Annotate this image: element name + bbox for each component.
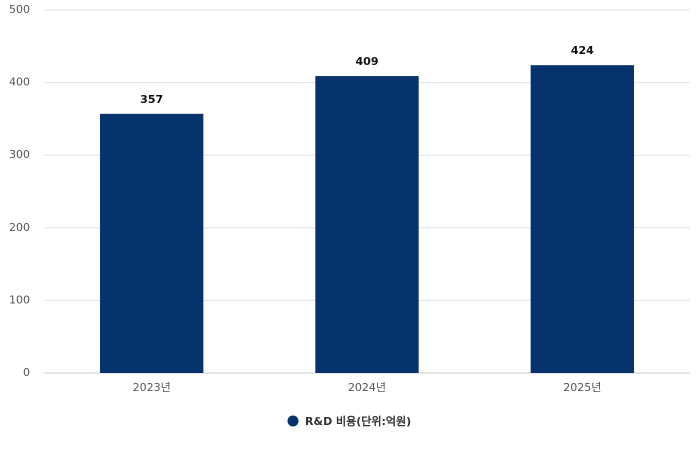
value-label: 409 xyxy=(356,55,379,68)
legend-marker xyxy=(287,415,299,427)
bar xyxy=(530,65,635,374)
y-tick-label: 300 xyxy=(9,148,30,161)
bar xyxy=(99,113,204,374)
y-tick-label: 500 xyxy=(9,3,30,16)
y-tick-label: 0 xyxy=(23,366,30,379)
value-label: 357 xyxy=(140,93,163,106)
bar xyxy=(315,76,419,373)
legend-label: R&D 비용(단위:억원) xyxy=(305,414,411,428)
x-tick-label: 2025년 xyxy=(563,381,601,394)
y-tick-label: 200 xyxy=(9,221,30,234)
x-tick-label: 2024년 xyxy=(348,381,386,394)
value-label: 424 xyxy=(571,44,594,57)
y-tick-label: 400 xyxy=(9,76,30,89)
x-tick-label: 2023년 xyxy=(133,381,171,394)
y-tick-label: 100 xyxy=(9,293,30,306)
